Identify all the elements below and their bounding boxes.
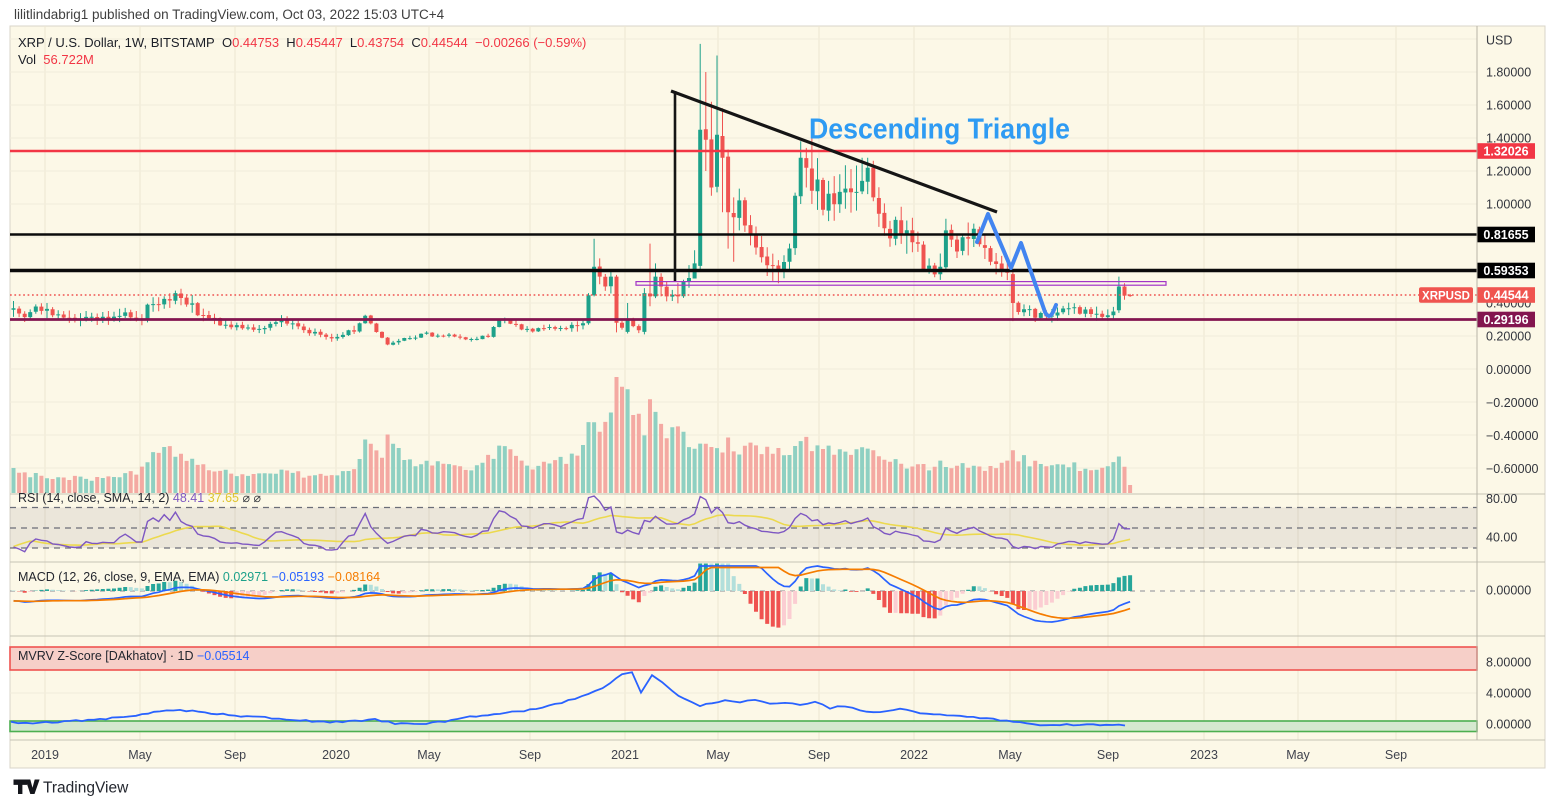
svg-text:May: May [1286, 748, 1310, 762]
svg-text:Descending Triangle: Descending Triangle [809, 114, 1070, 146]
svg-text:−0.60000: −0.60000 [1486, 462, 1539, 476]
svg-text:−0.40000: −0.40000 [1486, 429, 1539, 443]
svg-text:MVRV Z-Score [DAkhatov] · 1D −: MVRV Z-Score [DAkhatov] · 1D −0.05514 [18, 649, 250, 663]
svg-text:1.80000: 1.80000 [1486, 66, 1531, 80]
svg-text:2023: 2023 [1190, 748, 1218, 762]
svg-text:May: May [998, 748, 1022, 762]
svg-text:Sep: Sep [808, 748, 830, 762]
svg-text:2021: 2021 [611, 748, 639, 762]
svg-text:May: May [417, 748, 441, 762]
svg-text:0.00000: 0.00000 [1486, 718, 1531, 732]
svg-text:May: May [706, 748, 730, 762]
svg-text:0.29196: 0.29196 [1483, 313, 1528, 327]
svg-text:0.81655: 0.81655 [1483, 228, 1528, 242]
svg-text:Sep: Sep [1385, 748, 1407, 762]
svg-text:TradingView: TradingView [43, 780, 129, 797]
svg-text:−0.20000: −0.20000 [1486, 396, 1539, 410]
svg-text:Sep: Sep [519, 748, 541, 762]
svg-text:May: May [128, 748, 152, 762]
svg-text:2022: 2022 [900, 748, 928, 762]
svg-text:USD: USD [1486, 34, 1512, 48]
svg-text:4.00000: 4.00000 [1486, 687, 1531, 701]
svg-text:1.20000: 1.20000 [1486, 165, 1531, 179]
svg-text:40.00: 40.00 [1486, 531, 1517, 545]
svg-text:0.20000: 0.20000 [1486, 330, 1531, 344]
svg-text:2020: 2020 [322, 748, 350, 762]
svg-text:8.00000: 8.00000 [1486, 656, 1531, 670]
svg-text:0.44544: 0.44544 [1483, 288, 1528, 302]
svg-text:1.32026: 1.32026 [1483, 144, 1528, 158]
svg-text:1.60000: 1.60000 [1486, 99, 1531, 113]
svg-text:80.00: 80.00 [1486, 492, 1517, 506]
svg-text:1.00000: 1.00000 [1486, 198, 1531, 212]
svg-text:XRP / U.S. Dollar, 1W, BITSTAM: XRP / U.S. Dollar, 1W, BITSTAMP O0.44753… [18, 35, 586, 50]
svg-text:Vol 56.722M: Vol 56.722M [18, 52, 94, 67]
svg-text:lilitlindabrig1 published on T: lilitlindabrig1 published on TradingView… [14, 7, 445, 22]
svg-text:MACD (12, 26, close, 9, EMA, E: MACD (12, 26, close, 9, EMA, EMA) 0.0297… [18, 570, 380, 584]
svg-text:0.59353: 0.59353 [1483, 264, 1528, 278]
svg-text:Sep: Sep [1097, 748, 1119, 762]
svg-text:XRPUSD: XRPUSD [1422, 290, 1470, 302]
svg-text:2019: 2019 [31, 748, 59, 762]
svg-text:0.00000: 0.00000 [1486, 363, 1531, 377]
svg-text:Sep: Sep [224, 748, 246, 762]
svg-text:1.40000: 1.40000 [1486, 132, 1531, 146]
svg-text:0.00000: 0.00000 [1486, 584, 1531, 598]
svg-text:RSI (14, close, SMA, 14, 2) 48: RSI (14, close, SMA, 14, 2) 48.41 37.65 … [18, 491, 261, 505]
